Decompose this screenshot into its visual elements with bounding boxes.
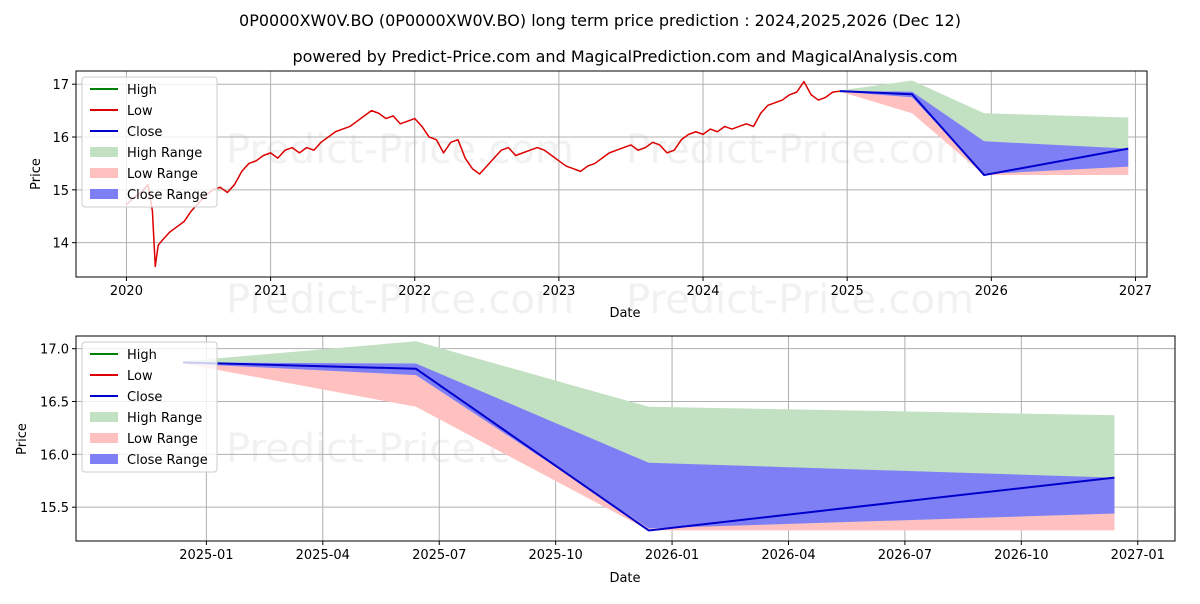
legend-patch-swatch [90, 412, 118, 422]
close-prediction-line [183, 361, 1115, 532]
x-tick-label: 2024 [686, 284, 719, 299]
bottom-range-fills [183, 341, 1115, 531]
top-axis-ticks: 2020 2021 2022 2023 2024 2025 2026 2027 14 15 16 17 [52, 78, 1152, 299]
y-tick-label: 17.0 [40, 343, 69, 358]
x-tick-label: 2026-07 [878, 548, 932, 563]
legend-label: Low Range [127, 167, 198, 182]
top-watermark-1: Predict-Price.com [226, 127, 574, 173]
chart-title: 0P0000XW0V.BO (0P0000XW0V.BO) long term … [239, 11, 961, 30]
legend-patch-swatch [90, 433, 118, 443]
x-tick-label: 2025-10 [528, 548, 582, 563]
legend-patch-swatch [90, 147, 118, 157]
low-range-area [183, 362, 1115, 531]
low-price-line [125, 80, 841, 268]
legend-label: Close Range [127, 188, 208, 203]
y-tick-label: 16.0 [40, 448, 69, 463]
bottom-panel: Predict-Price.com Predict-Price.com 2025… [15, 335, 1176, 586]
bottom-axis-ticks: 2025-01 2025-04 2025-07 2025-10 2026-01 2026-… [40, 343, 1165, 563]
top-plot-frame [75, 70, 1148, 278]
x-tick-label: 2027 [1119, 284, 1152, 299]
x-tick-label: 2023 [542, 284, 575, 299]
legend-label: Close [127, 390, 162, 405]
low-range-area [839, 91, 1129, 176]
x-tick-label: 2022 [398, 284, 431, 299]
legend-label: Low [127, 369, 153, 384]
bottom-legend: High Low Close High Range Low Range Close Ran… [81, 341, 218, 473]
x-tick-label: 2026 [975, 284, 1008, 299]
x-tick-label: 2026-01 [645, 548, 699, 563]
legend-label: Close [127, 125, 162, 140]
legend-label: High [127, 348, 157, 363]
top-panel: Predict-Price.com Predict-Price.com Pred… [29, 70, 1152, 323]
top-xlabel: Date [609, 306, 640, 321]
y-tick-label: 17 [52, 78, 69, 93]
y-tick-label: 16 [52, 131, 69, 146]
y-tick-label: 15 [52, 184, 69, 199]
legend-patch-swatch [90, 168, 118, 178]
legend-patch-swatch [90, 454, 118, 464]
x-tick-label: 2025 [831, 284, 864, 299]
y-tick-label: 16.5 [40, 396, 69, 411]
top-watermark-3: Predict-Price.com [226, 277, 574, 323]
legend-label: Close Range [127, 453, 208, 468]
x-tick-label: 2026-10 [994, 548, 1048, 563]
bottom-series-lines [183, 361, 1115, 532]
bottom-ylabel: Price [15, 423, 30, 455]
legend-label: Low Range [127, 432, 198, 447]
close-prediction-line [839, 90, 1129, 177]
y-tick-label: 14 [52, 237, 69, 252]
top-watermark-4: Predict-Price.com [626, 277, 974, 323]
x-tick-label: 2020 [110, 284, 143, 299]
legend-label: Low [127, 104, 153, 119]
x-tick-label: 2021 [254, 284, 287, 299]
bottom-xlabel: Date [609, 571, 640, 586]
bottom-plot-frame [75, 335, 1176, 542]
x-tick-label: 2025-01 [179, 548, 233, 563]
top-series-lines [125, 80, 1129, 268]
top-ylabel: Price [29, 158, 44, 190]
top-range-fills [839, 80, 1129, 176]
top-legend: High Low Close High Range Low Range Close Ran… [81, 76, 218, 208]
close-range-area [839, 91, 1129, 174]
legend-label: High Range [127, 146, 202, 161]
legend-label: High Range [127, 411, 202, 426]
x-tick-label: 2025-04 [296, 548, 350, 563]
close-range-area [183, 362, 1115, 529]
x-tick-label: 2026-04 [761, 548, 815, 563]
legend-label: High [127, 83, 157, 98]
x-tick-label: 2025-07 [412, 548, 466, 563]
legend-patch-swatch [90, 189, 118, 199]
y-tick-label: 15.5 [40, 501, 69, 516]
chart-subtitle: powered by Predict-Price.com and Magical… [292, 47, 957, 66]
x-tick-label: 2027-01 [1111, 548, 1165, 563]
top-watermark-2: Predict-Price.com [626, 127, 974, 173]
